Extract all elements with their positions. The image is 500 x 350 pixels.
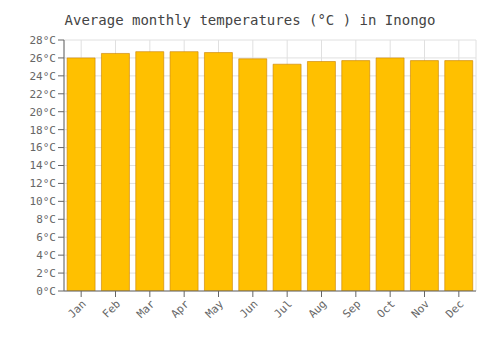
svg-text:28°C: 28°C <box>30 34 57 47</box>
svg-text:16°C: 16°C <box>30 141 57 154</box>
svg-text:12°C: 12°C <box>30 177 57 190</box>
svg-text:8°C: 8°C <box>36 213 56 226</box>
svg-text:22°C: 22°C <box>30 88 57 101</box>
svg-text:Jul: Jul <box>272 297 295 320</box>
svg-text:18°C: 18°C <box>30 124 57 137</box>
svg-text:Apr: Apr <box>169 297 193 321</box>
html-text:Average monthly temperatures (: Average monthly temperatures (°C ) in In… <box>64 12 436 28</box>
svg-text:26°C: 26°C <box>30 52 57 65</box>
svg-text:Aug: Aug <box>306 297 329 320</box>
svg-text:Nov: Nov <box>409 297 433 321</box>
svg-text:Sep: Sep <box>340 297 363 320</box>
svg-text:Feb: Feb <box>100 297 123 320</box>
svg-text:Mar: Mar <box>134 297 158 321</box>
svg-text:May: May <box>203 297 227 321</box>
svg-text:Jan: Jan <box>66 297 89 320</box>
svg-text:14°C: 14°C <box>30 159 57 172</box>
svg-text:6°C: 6°C <box>36 231 56 244</box>
svg-text:4°C: 4°C <box>36 249 56 262</box>
svg-text:20°C: 20°C <box>30 106 57 119</box>
svg-text:Jun: Jun <box>237 297 260 320</box>
svg-text:0°C: 0°C <box>36 285 56 298</box>
svg-text:10°C: 10°C <box>30 195 57 208</box>
svg-text:Dec: Dec <box>443 297 466 320</box>
svg-text:2°C: 2°C <box>36 267 56 280</box>
svg-text:Oct: Oct <box>375 297 398 320</box>
svg-text:24°C: 24°C <box>30 70 57 83</box>
